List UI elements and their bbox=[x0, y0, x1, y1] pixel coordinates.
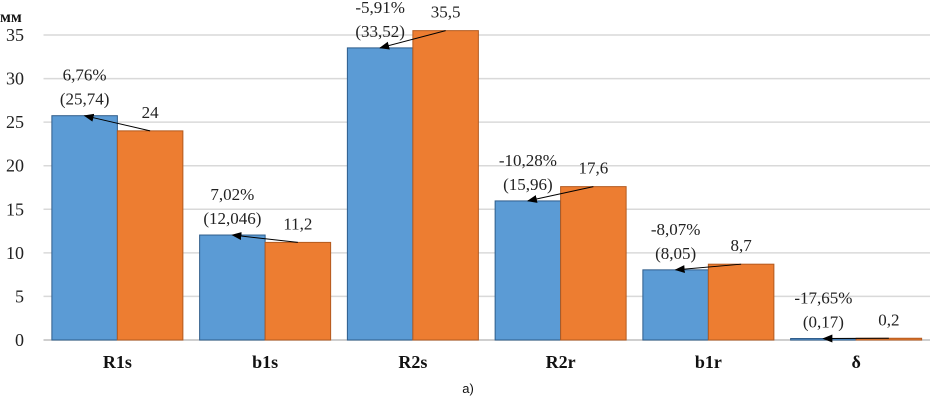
orange-value-label: 0,2 bbox=[878, 310, 899, 329]
bar-blue-4 bbox=[642, 269, 709, 341]
category-label: R2r bbox=[546, 352, 576, 372]
orange-value-label: 24 bbox=[142, 103, 160, 122]
category-label: R2s bbox=[398, 352, 427, 372]
orange-value-label: 35,5 bbox=[431, 3, 461, 22]
y-tick-label: 35 bbox=[6, 25, 24, 45]
change-arrow bbox=[379, 30, 446, 50]
y-axis-unit: мм bbox=[0, 9, 22, 26]
percent-label: 6,76% bbox=[63, 66, 107, 85]
bar-orange-3 bbox=[560, 186, 627, 341]
blue-value-label: (33,52) bbox=[355, 22, 405, 41]
bar-orange-4 bbox=[707, 263, 775, 341]
change-arrow bbox=[526, 186, 594, 203]
bar-blue-1 bbox=[199, 234, 266, 341]
blue-value-label: (15,96) bbox=[503, 175, 553, 194]
bar-orange-2 bbox=[412, 30, 479, 341]
category-label: b1r bbox=[695, 352, 722, 372]
category-label: δ bbox=[851, 352, 860, 372]
y-tick-label: 25 bbox=[6, 112, 24, 132]
y-tick-label: 5 bbox=[15, 286, 24, 306]
blue-value-label: (0,17) bbox=[803, 313, 844, 332]
y-tick-label: 0 bbox=[15, 330, 24, 350]
bar-orange-0 bbox=[116, 130, 184, 341]
y-tick-label: 10 bbox=[6, 243, 24, 263]
change-arrow bbox=[231, 232, 298, 243]
change-arrow bbox=[83, 113, 151, 132]
percent-label: -17,65% bbox=[794, 289, 852, 308]
y-tick-label: 20 bbox=[6, 156, 24, 176]
bar-blue-0 bbox=[51, 115, 118, 341]
bar-blue-3 bbox=[494, 200, 562, 341]
blue-value-label: (8,05) bbox=[655, 244, 696, 263]
percent-label: -8,07% bbox=[651, 220, 701, 239]
y-tick-label: 30 bbox=[6, 69, 24, 89]
y-tick-label: 15 bbox=[6, 199, 24, 219]
bar-blue-2 bbox=[346, 47, 414, 341]
blue-value-label: (12,046) bbox=[203, 209, 261, 228]
blue-value-label: (25,74) bbox=[60, 90, 110, 109]
bar-orange-1 bbox=[264, 241, 332, 341]
change-arrow bbox=[674, 263, 742, 274]
orange-value-label: 11,2 bbox=[283, 214, 312, 233]
percent-label: -10,28% bbox=[499, 151, 557, 170]
orange-value-label: 17,6 bbox=[579, 159, 609, 178]
category-label: b1s bbox=[252, 352, 278, 372]
percent-label: 7,02% bbox=[210, 185, 254, 204]
chart-caption: a) bbox=[462, 381, 474, 396]
category-label: R1s bbox=[103, 352, 132, 372]
percent-label: -5,91% bbox=[355, 0, 405, 17]
orange-value-label: 8,7 bbox=[731, 236, 753, 255]
